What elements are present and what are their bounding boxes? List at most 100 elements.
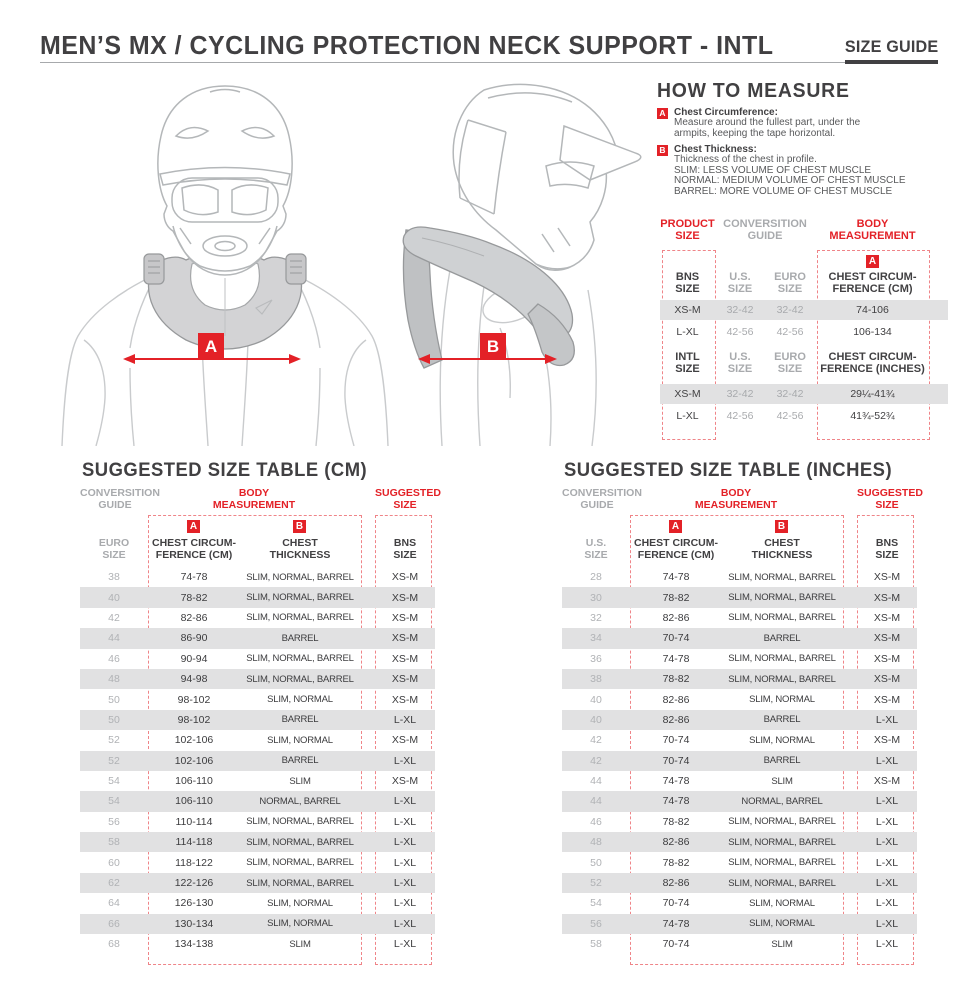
cell-circ: 82-86: [662, 877, 690, 890]
cell-size: 40: [590, 713, 602, 726]
euro-size-header: EURO SIZE: [774, 271, 806, 295]
cell-gap: [360, 710, 375, 730]
cell-gap: [360, 730, 375, 750]
cell-thick: SLIM: [771, 938, 793, 950]
cell-circ: 106-110: [175, 775, 213, 788]
cell-bns: XS-M: [873, 571, 901, 584]
cell-gap: [360, 567, 375, 587]
cell-size: 36: [590, 652, 602, 665]
cell-gap: [360, 771, 375, 791]
cell-gap: [842, 669, 857, 689]
cell-gap: [842, 873, 857, 893]
table-rows: 38 74-78 SLIM, NORMAL, BARREL XS-M 40 78-82 SL…: [80, 567, 435, 954]
table-row: 52 102-106 BARREL L-XL: [80, 750, 435, 771]
cell-size: 44: [108, 632, 120, 645]
cell-us: 42-56: [726, 326, 754, 338]
chest-circumference-column-header: CHEST CIRCUM- FERENCE (CM): [634, 537, 718, 561]
cell-size: 52: [590, 877, 602, 890]
cell-circ: 126-130: [174, 897, 214, 910]
cell-bns: L-XL: [875, 836, 899, 849]
marker-a-icon: A: [866, 255, 879, 268]
cell-thick: SLIM, NORMAL, BARREL: [728, 857, 836, 869]
cell-gap: [842, 893, 857, 913]
table-row: 42 70-74 BARREL L-XL: [562, 750, 917, 771]
cell-gap: [360, 873, 375, 893]
table-row: 46 78-82 SLIM, NORMAL, BARREL L-XL: [562, 812, 917, 832]
cell-gap: [360, 791, 375, 811]
cell-bns: XS-M: [873, 693, 901, 706]
body-measurement-header: BODY MEASUREMENT: [694, 487, 778, 511]
cell-circ: 122-126: [174, 877, 214, 890]
cell-gap: [360, 669, 375, 689]
measure-label: Chest Thickness:: [674, 144, 757, 155]
table-row: 56 110-114 SLIM, NORMAL, BARREL L-XL: [80, 812, 435, 832]
cell-bns: L-XL: [393, 897, 417, 910]
cell-size: 54: [108, 775, 120, 788]
cell-thick: SLIM: [289, 775, 311, 787]
cell-circ: 102-106: [174, 754, 214, 767]
cell-bns: XS-M: [391, 571, 419, 584]
conversion-guide-header: CONVERSITION GUIDE: [80, 487, 160, 511]
table-row: 46 90-94 SLIM, NORMAL, BARREL XS-M: [80, 649, 435, 669]
cell-thick: SLIM, NORMAL, BARREL: [246, 571, 354, 583]
marker-b-icon: B: [775, 520, 788, 533]
cell-thick: BARREL: [763, 632, 801, 644]
cell-thick: SLIM, NORMAL, BARREL: [728, 653, 836, 665]
cell-bns: XS-M: [873, 591, 901, 604]
cell-gap: [842, 791, 857, 811]
marker-a-icon: A: [669, 520, 682, 533]
cell-bns: L-XL: [393, 713, 417, 726]
cell-circ: 94-98: [180, 673, 208, 686]
conversion-guide-header: CONVERSITION GUIDE: [723, 218, 807, 242]
measure-desc: Thickness of the chest in profile. SLIM:…: [674, 154, 906, 197]
cell-circ: 134-138: [174, 938, 214, 951]
table-row: 36 74-78 SLIM, NORMAL, BARREL XS-M: [562, 649, 917, 669]
us-size-header: U.S. SIZE: [727, 271, 753, 295]
cell-gap: [842, 608, 857, 628]
cell-thick: BARREL: [281, 714, 319, 726]
cell-circ: 98-102: [177, 713, 211, 726]
cell-bns: XS-M: [873, 652, 901, 665]
cell-gap: [360, 852, 375, 872]
cell-circ: 114-118: [175, 836, 213, 849]
us-size-column-header: U.S. SIZE: [584, 537, 608, 561]
product-size-header: PRODUCT SIZE: [660, 218, 715, 242]
table-row: 34 70-74 BARREL XS-M: [562, 628, 917, 649]
table-row: 42 82-86 SLIM, NORMAL, BARREL XS-M: [80, 608, 435, 628]
cell-gap: [842, 730, 857, 750]
cell-size: 48: [108, 673, 120, 686]
cell-circ: 86-90: [180, 632, 208, 645]
cell-circ: 74-78: [662, 775, 690, 788]
front-view-illustration: A: [61, 85, 389, 446]
cell-circ: 70-74: [662, 897, 690, 910]
cell-bns: L-XL: [875, 754, 899, 767]
us-size-header: U.S. SIZE: [727, 351, 753, 375]
cell-gap: [842, 710, 857, 730]
cell-thick: SLIM, NORMAL, BARREL: [246, 673, 354, 685]
product-size-outline: [662, 250, 716, 440]
table-row: 42 70-74 SLIM, NORMAL XS-M: [562, 730, 917, 750]
cell-size: 64: [108, 897, 120, 910]
marker-b-icon: B: [293, 520, 306, 533]
cell-size: 66: [108, 917, 120, 930]
cell-measure: 41¾-52¾: [850, 410, 895, 422]
cell-circ: 78-82: [662, 591, 690, 604]
cell-circ: 110-114: [175, 815, 213, 828]
cell-bns: L-XL: [875, 938, 899, 951]
table-row: 64 126-130 SLIM, NORMAL L-XL: [80, 893, 435, 913]
cell-gap: [842, 934, 857, 954]
cell-bns: XS-M: [391, 673, 419, 686]
cell-circ: 78-82: [662, 815, 690, 828]
cell-circ: 106-110: [175, 795, 213, 808]
cell-size: 42: [590, 754, 602, 767]
cell-bns: L-XL: [393, 815, 417, 828]
table-row: 50 78-82 SLIM, NORMAL, BARREL L-XL: [562, 852, 917, 872]
cell-circ: 74-78: [662, 795, 690, 808]
cell-gap: [360, 608, 375, 628]
cell-thick: SLIM, NORMAL: [749, 694, 815, 706]
cell-circ: 70-74: [662, 632, 690, 645]
table-row: 30 78-82 SLIM, NORMAL, BARREL XS-M: [562, 587, 917, 608]
cell-thick: SLIM, NORMAL: [267, 734, 333, 746]
body-measurement-header: BODY MEASUREMENT: [829, 218, 916, 242]
